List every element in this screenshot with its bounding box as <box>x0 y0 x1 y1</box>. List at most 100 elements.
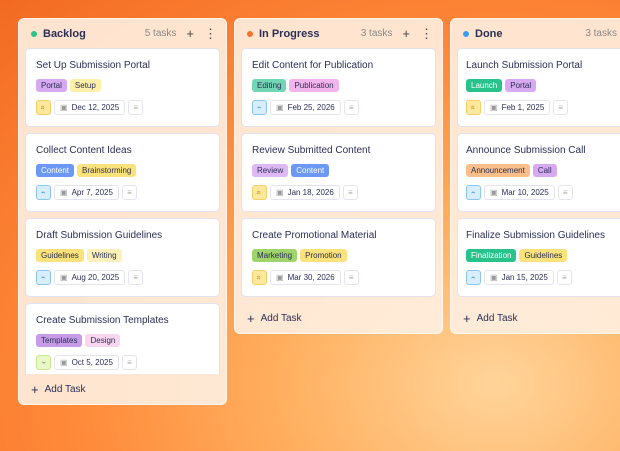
due-date[interactable]: ▣ Mar 30, 2026 <box>270 270 341 285</box>
tag-list: Portal Setup <box>36 79 209 92</box>
description-icon[interactable]: ≡ <box>121 185 137 200</box>
due-date[interactable]: ▣ Feb 25, 2026 <box>270 100 341 115</box>
more-options-icon[interactable]: ⋮ <box>204 25 217 41</box>
tag: Announcement <box>466 164 530 177</box>
priority-urgent-icon[interactable]: « <box>36 100 51 115</box>
description-icon[interactable]: ≡ <box>343 270 359 285</box>
tag-list: Review Content <box>252 164 425 177</box>
priority-urgent-icon[interactable]: « <box>252 185 267 200</box>
status-dot <box>31 30 37 37</box>
priority-urgent-icon[interactable]: « <box>252 270 267 285</box>
description-icon[interactable]: ≡ <box>128 270 144 285</box>
tag: Portal <box>36 79 67 92</box>
status-dot <box>463 30 469 37</box>
calendar-icon: ▣ <box>490 273 498 282</box>
task-card[interactable]: Create Promotional Material Marketing Prom… <box>241 218 436 297</box>
task-card[interactable]: Announce Submission Call Announcement Call… <box>457 133 620 212</box>
add-task-button[interactable]: + Add Task <box>25 374 220 404</box>
tag: Guidelines <box>519 249 568 262</box>
description-icon[interactable]: ≡ <box>343 100 359 115</box>
plus-icon: + <box>463 310 471 326</box>
calendar-icon: ▣ <box>276 273 284 282</box>
more-options-icon[interactable]: ⋮ <box>420 25 433 41</box>
status-dot <box>247 30 253 37</box>
due-date[interactable]: ▣ Oct 5, 2025 <box>54 355 119 370</box>
due-date[interactable]: ▣ Mar 10, 2025 <box>484 185 555 200</box>
task-title: Finalize Submission Guidelines <box>466 230 605 241</box>
add-task-label: Add Task <box>44 383 86 395</box>
priority-high-icon[interactable]: ‹ <box>36 270 51 285</box>
column-title: In Progress <box>259 27 320 40</box>
due-date[interactable]: ▣ Jan 15, 2025 <box>484 270 554 285</box>
description-icon[interactable]: ≡ <box>121 355 137 370</box>
task-count: 5 tasks <box>144 28 177 39</box>
task-count: 3 tasks <box>360 28 393 39</box>
due-date-text: Jan 15, 2025 <box>501 273 548 282</box>
tag: Guidelines <box>36 249 84 262</box>
task-title: Set Up Submission Portal <box>36 60 150 71</box>
add-task-button[interactable]: + Add Task <box>241 303 436 333</box>
task-title: Draft Submission Guidelines <box>36 230 163 241</box>
tag: Editing <box>252 79 287 92</box>
due-date[interactable]: ▣ Jan 18, 2026 <box>270 185 340 200</box>
due-date[interactable]: ▣ Aug 20, 2025 <box>54 270 126 285</box>
task-card[interactable]: Edit Content for Publication Editing Publi… <box>241 48 436 127</box>
priority-high-icon[interactable]: ‹ <box>36 185 51 200</box>
priority-high-icon[interactable]: ‹ <box>252 100 267 115</box>
task-title: Announce Submission Call <box>466 145 586 156</box>
description-icon[interactable]: ≡ <box>553 100 569 115</box>
add-icon[interactable]: + <box>402 26 410 41</box>
tag-list: Marketing Promotion <box>252 249 425 262</box>
column-title: Backlog <box>43 27 86 40</box>
calendar-icon: ▣ <box>60 103 68 112</box>
priority-high-icon[interactable]: ‹ <box>466 270 481 285</box>
task-card[interactable]: Set Up Submission Portal Portal Setup «▣ Dec… <box>25 48 220 127</box>
column-header: In Progress 3 tasks + ⋮ <box>241 19 436 48</box>
task-card[interactable]: Finalize Submission Guidelines Finalizati… <box>457 218 620 297</box>
calendar-icon: ▣ <box>60 273 68 282</box>
column-in-progress: In Progress 3 tasks + ⋮ Edit Content for Pub… <box>234 18 443 334</box>
due-date-text: Mar 30, 2026 <box>287 273 335 282</box>
description-icon[interactable]: ≡ <box>128 100 144 115</box>
due-date[interactable]: ▣ Feb 1, 2025 <box>484 100 551 115</box>
description-icon[interactable]: ≡ <box>556 270 572 285</box>
description-icon[interactable]: ≡ <box>557 185 573 200</box>
add-icon[interactable]: + <box>186 26 194 41</box>
task-title: Collect Content Ideas <box>36 145 132 156</box>
task-count: 3 tasks <box>585 28 617 39</box>
due-date-text: Apr 7, 2025 <box>71 188 113 197</box>
task-card[interactable]: Review Submitted Content Review Content «▣ J… <box>241 133 436 212</box>
calendar-icon: ▣ <box>276 103 284 112</box>
calendar-icon: ▣ <box>276 188 284 197</box>
task-title: Launch Submission Portal <box>466 60 583 71</box>
calendar-icon: ▣ <box>60 188 68 197</box>
tag: Templates <box>36 334 83 347</box>
task-title: Review Submitted Content <box>252 145 371 156</box>
tag: Launch <box>466 79 503 92</box>
tag-list: Launch Portal <box>466 79 612 92</box>
due-date-text: Feb 1, 2025 <box>501 103 545 112</box>
tag-list: Guidelines Writing <box>36 249 209 262</box>
tag-list: Announcement Call <box>466 164 612 177</box>
priority-urgent-icon[interactable]: « <box>466 100 481 115</box>
task-title: Edit Content for Publication <box>252 60 374 71</box>
add-task-button[interactable]: + Add Task <box>457 303 620 333</box>
tag-list: Editing Publication <box>252 79 425 92</box>
task-card[interactable]: Collect Content Ideas Content Brainstormin… <box>25 133 220 212</box>
due-date[interactable]: ▣ Apr 7, 2025 <box>54 185 119 200</box>
tag-list: Finalization Guidelines <box>466 249 612 262</box>
calendar-icon: ▣ <box>490 188 498 197</box>
due-date[interactable]: ▣ Dec 12, 2025 <box>54 100 126 115</box>
task-card[interactable]: Draft Submission Guidelines Guidelines Wri… <box>25 218 220 297</box>
column-done: Done 3 tasks Launch Submission Portal Launc… <box>450 18 620 334</box>
tag: Call <box>532 164 557 177</box>
task-card[interactable]: Create Submission Templates Templates Desi… <box>25 303 220 374</box>
description-icon[interactable]: ≡ <box>342 185 358 200</box>
task-title: Create Submission Templates <box>36 315 169 326</box>
priority-low-icon[interactable]: ‹ <box>36 355 51 370</box>
task-card[interactable]: Launch Submission Portal Launch Portal «▣ Fe… <box>457 48 620 127</box>
tag: Design <box>85 334 121 347</box>
due-date-text: Mar 10, 2025 <box>501 188 549 197</box>
priority-high-icon[interactable]: ‹ <box>466 185 481 200</box>
tag: Marketing <box>252 249 298 262</box>
